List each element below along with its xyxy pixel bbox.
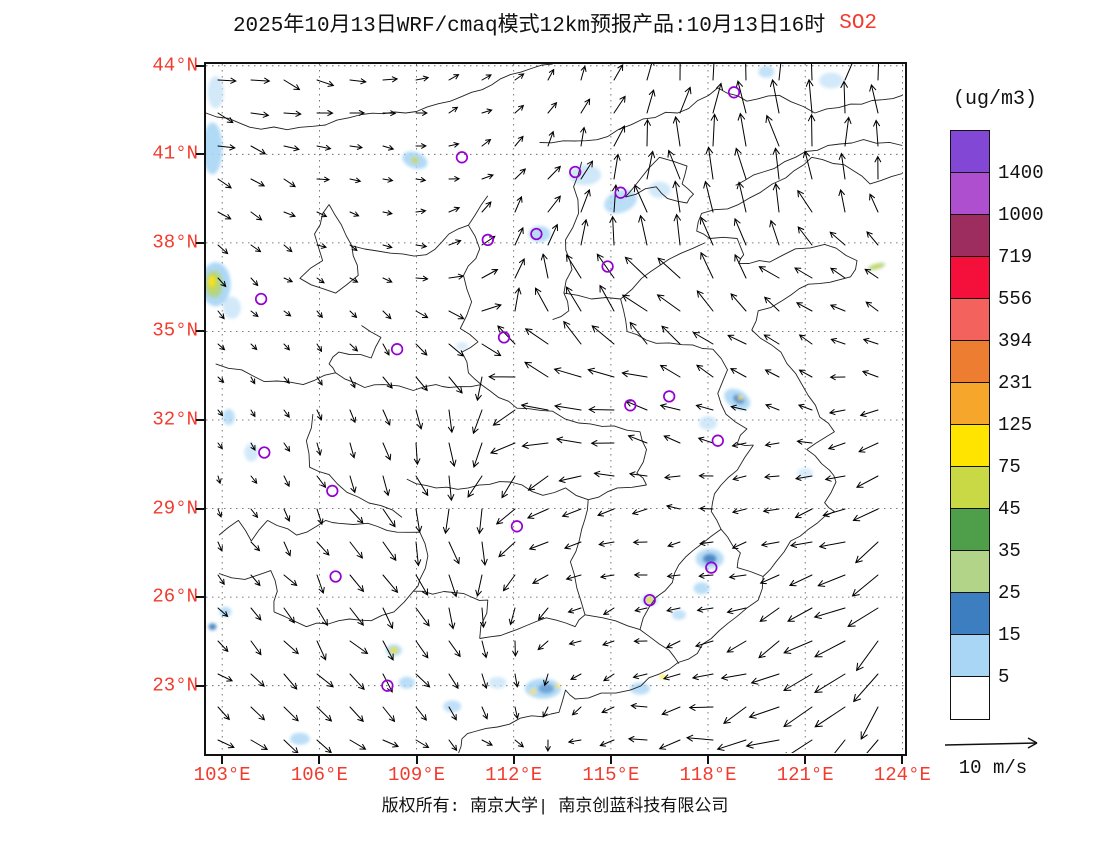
lon-tick-mark [318, 756, 321, 764]
colorbar-segment [951, 425, 989, 467]
colorbar-segment [951, 383, 989, 425]
lon-tick-mark [512, 756, 515, 764]
province-boundaries-layer [206, 64, 903, 753]
copyright-footer: 版权所有: 南京大学| 南京创蓝科技有限公司 [381, 798, 729, 817]
lat-tick-mark [196, 507, 204, 510]
colorbar-level-label: 35 [998, 540, 1021, 562]
map-canvas [204, 62, 907, 756]
colorbar-level-label: 125 [998, 414, 1033, 436]
lat-tick-mark [196, 596, 204, 599]
lat-tick-label: 35°N [152, 319, 198, 342]
lon-tick-mark [707, 756, 710, 764]
lon-tick-mark [415, 756, 418, 764]
lon-tick-label: 106°E [290, 764, 348, 786]
lat-tick-label: 29°N [152, 497, 198, 520]
lon-tick-mark [221, 756, 224, 764]
lat-tick-mark [196, 153, 204, 156]
colorbar-segment [951, 299, 989, 341]
map-svg [206, 64, 904, 753]
wind-scale-label: 10 m/s [958, 757, 1028, 779]
lon-tick-label: 118°E [679, 764, 737, 786]
so2-concentration-layer [206, 65, 886, 745]
colorbar-segment [951, 593, 989, 635]
colorbar-segment [951, 635, 989, 677]
colorbar-level-label: 719 [998, 246, 1033, 268]
lon-tick-label: 103°E [193, 764, 251, 786]
lat-tick-label: 38°N [152, 231, 198, 254]
lat-tick-label: 23°N [152, 674, 198, 697]
lon-tick-label: 124°E [873, 764, 931, 786]
colorbar-level-label: 556 [998, 288, 1033, 310]
lat-tick-label: 26°N [152, 585, 198, 608]
colorbar-segment [951, 341, 989, 383]
lat-tick-mark [196, 241, 204, 244]
colorbar-level-label: 25 [998, 582, 1021, 604]
lat-tick-mark [196, 330, 204, 333]
colorbar-segment [951, 509, 989, 551]
lat-tick-mark [196, 684, 204, 687]
lat-tick-label: 41°N [152, 142, 198, 165]
colorbar-level-label: 45 [998, 498, 1021, 520]
lon-tick-mark [804, 756, 807, 764]
city-markers-layer [254, 86, 741, 692]
title-text: 2025年10月13日WRF/cmaq模式12km预报产品:10月13日16时 [232, 15, 826, 38]
lon-tick-mark [609, 756, 612, 764]
page-title: 2025年10月13日WRF/cmaq模式12km预报产品:10月13日16时 … [160, 8, 950, 39]
lon-tick-label: 112°E [485, 764, 543, 786]
colorbar-units-label: (ug/m3) [952, 88, 1037, 111]
colorbar-level-label: 1400 [998, 162, 1044, 184]
colorbar-segment [951, 215, 989, 257]
colorbar-segment [951, 257, 989, 299]
colorbar-level-label: 5 [998, 666, 1010, 688]
colorbar-segment [951, 131, 989, 173]
colorbar-segment [951, 551, 989, 593]
lon-tick-label: 121°E [776, 764, 834, 786]
wind-scale-legend: 10 m/s [933, 733, 1063, 781]
wind-scale-arrow-icon [944, 737, 1038, 749]
lat-tick-mark [196, 419, 204, 421]
colorbar-level-label: 1000 [998, 204, 1044, 226]
wind-vectors-layer [216, 64, 882, 753]
colorbar-level-label: 394 [998, 330, 1033, 352]
colorbar-level-label: 231 [998, 372, 1033, 394]
colorbar-level-label: 75 [998, 456, 1021, 478]
colorbar-segment [951, 677, 989, 719]
colorbar-level-label: 15 [998, 624, 1021, 646]
lon-tick-label: 109°E [388, 764, 446, 786]
colorbar [950, 130, 990, 720]
colorbar-segment [951, 173, 989, 215]
title-pollutant-so2: SO2 [839, 11, 878, 35]
lat-tick-mark [196, 64, 204, 67]
lat-tick-label: 32°N [152, 408, 198, 431]
lat-tick-label: 44°N [152, 54, 198, 77]
lon-tick-label: 115°E [582, 764, 640, 786]
lon-tick-mark [901, 756, 904, 764]
colorbar-segment [951, 467, 989, 509]
